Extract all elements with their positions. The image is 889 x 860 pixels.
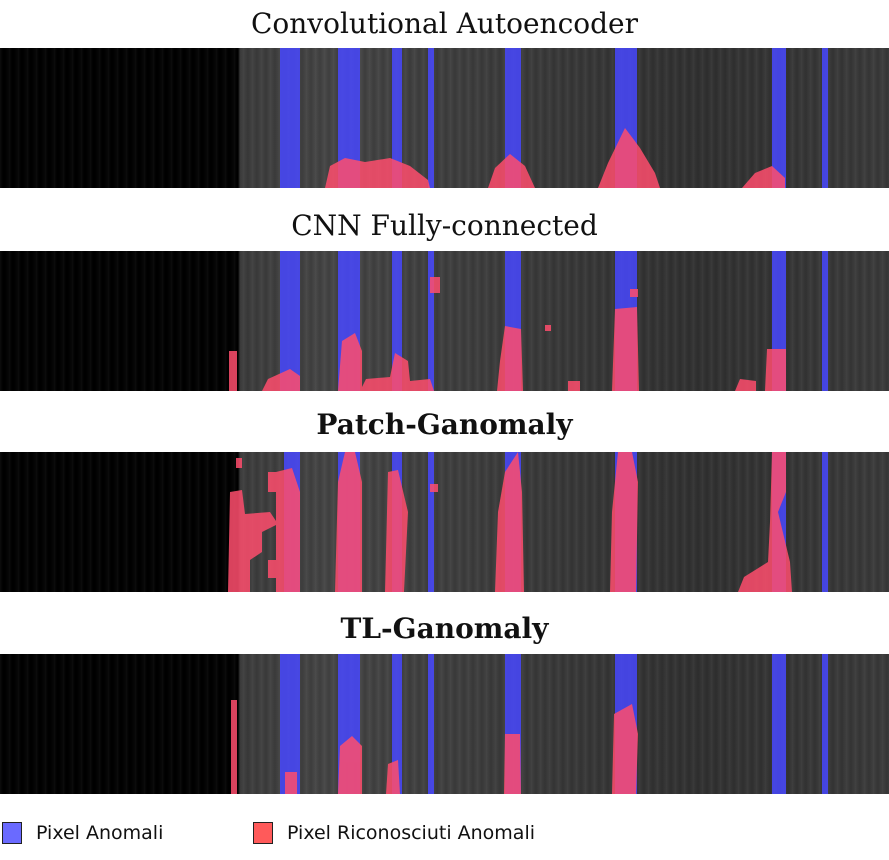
anomaly-overlay-3 [228,452,828,592]
panel-image-2 [0,251,889,391]
legend-label-anomalous: Pixel Anomali [36,822,164,844]
legend: Pixel Anomali Pixel Riconosciuti Anomali [0,822,889,852]
anomaly-overlay-2 [229,251,828,391]
panel-title-2: CNN Fully-connected [291,209,598,242]
legend-item-detected: Pixel Riconosciuti Anomali [253,822,535,844]
legend-swatch-detected [253,822,273,844]
legend-item-anomalous: Pixel Anomali [2,822,163,844]
panel-image-1 [0,48,889,188]
anomaly-overlay-1 [280,48,828,188]
legend-swatch-anomalous [2,822,22,844]
anomaly-overlay-4 [231,654,828,794]
panel-image-4 [0,654,889,794]
panel-title-1: Convolutional Autoencoder [250,7,638,40]
panel-image-3 [0,452,889,592]
legend-label-detected: Pixel Riconosciuti Anomali [287,822,536,844]
panel-title-3: Patch-Ganomaly [316,408,573,441]
panel-title-4: TL-Ganomaly [340,612,549,645]
